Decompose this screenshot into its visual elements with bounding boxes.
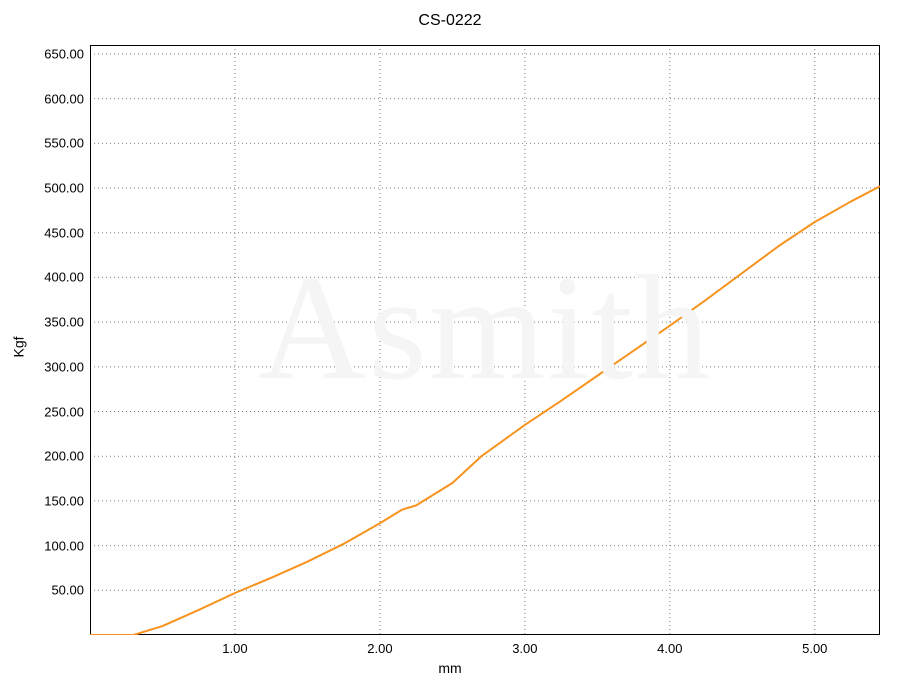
y-tick-label: 550.00 <box>44 136 84 151</box>
x-tick-label: 5.00 <box>802 641 827 656</box>
y-axis-label: Kgf <box>11 336 27 357</box>
y-tick-label: 350.00 <box>44 315 84 330</box>
chart-container: CS-0222 Kgf mm Asmith 50.00100.00150.002… <box>0 0 900 694</box>
y-tick-label: 100.00 <box>44 538 84 553</box>
y-tick-label: 450.00 <box>44 225 84 240</box>
plot-area: Asmith 50.00100.00150.00200.00250.00300.… <box>90 45 880 635</box>
y-tick-label: 150.00 <box>44 493 84 508</box>
y-tick-label: 200.00 <box>44 449 84 464</box>
y-tick-label: 300.00 <box>44 359 84 374</box>
chart-title: CS-0222 <box>0 12 900 30</box>
x-tick-label: 2.00 <box>367 641 392 656</box>
y-tick-label: 500.00 <box>44 181 84 196</box>
y-tick-label: 600.00 <box>44 91 84 106</box>
x-tick-label: 1.00 <box>222 641 247 656</box>
x-tick-label: 4.00 <box>657 641 682 656</box>
x-tick-label: 3.00 <box>512 641 537 656</box>
y-tick-label: 400.00 <box>44 270 84 285</box>
x-axis-label: mm <box>0 660 900 676</box>
chart-svg <box>90 45 880 635</box>
y-tick-label: 50.00 <box>51 583 84 598</box>
y-tick-label: 250.00 <box>44 404 84 419</box>
y-tick-label: 650.00 <box>44 46 84 61</box>
